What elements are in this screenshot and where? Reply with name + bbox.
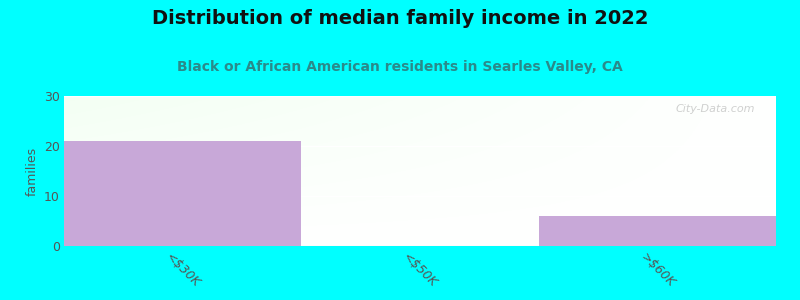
Y-axis label: families: families [26, 146, 38, 196]
Text: Black or African American residents in Searles Valley, CA: Black or African American residents in S… [177, 60, 623, 74]
Bar [538, 216, 776, 246]
Text: Distribution of median family income in 2022: Distribution of median family income in … [152, 9, 648, 28]
Text: City-Data.com: City-Data.com [675, 103, 754, 113]
Bar [64, 141, 302, 246]
